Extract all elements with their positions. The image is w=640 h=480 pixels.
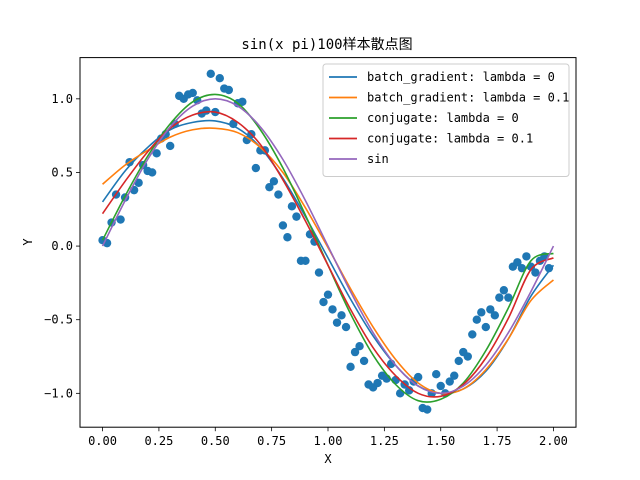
scatter-point [499,286,509,295]
scatter-point [432,369,441,379]
scatter-point [283,233,292,242]
scatter-point [292,212,301,221]
scatter-point [544,263,554,273]
scatter-point [251,163,261,173]
series-line-3 [101,110,554,398]
scatter-point [202,106,211,115]
scatter-point [265,182,274,192]
scatter-point [423,405,432,414]
scatter-point [373,378,382,388]
y-tick-label: 1.0 [51,92,73,106]
scatter-point [472,315,481,324]
scatter-point [319,297,328,307]
scatter-point [328,305,337,314]
scatter-point [490,311,500,320]
x-tick-label: 1.75 [483,434,512,448]
y-tick-label: −0.5 [44,313,73,327]
x-tick-label: 0.75 [257,434,286,448]
scatter-point [504,293,513,302]
scatter-point [413,372,423,382]
x-axis-label: X [324,452,332,466]
scatter-point [238,97,247,106]
scatter-point [301,256,310,266]
scatter-point [404,386,414,395]
scatter-point [215,74,224,83]
scatter-point [522,252,531,261]
x-tick-label: 0.25 [144,434,173,448]
series-line-4 [101,98,555,395]
legend-entry: conjugate: lambda = 0 [367,111,519,125]
scatter-point [206,69,215,78]
y-tick-label: 0.0 [51,239,73,253]
scatter-point [495,293,504,302]
scatter-point [165,141,175,151]
scatter-point [468,330,477,339]
scatter-point [463,352,472,361]
y-tick-label: 0.5 [51,165,73,179]
scatter-point [477,308,486,317]
scatter-point [314,268,324,277]
scatter-point [355,342,364,351]
y-tick-label: −1.0 [44,386,73,400]
x-tick-label: 0.00 [88,434,117,448]
scatter-point [224,85,233,95]
scatter-point [147,168,157,177]
scatter-point [341,322,351,332]
scatter-point [391,375,400,385]
scatter-point [229,119,238,129]
y-axis-label: Y [21,238,35,246]
y-axis: −1.0 −0.5 0.0 0.5 1.0 [44,92,80,400]
scatter-point [531,268,540,277]
x-tick-label: 1.50 [426,434,455,448]
legend-entry: batch_gradient: lambda = 0.1 [367,91,569,105]
x-tick-label: 1.00 [314,434,343,448]
x-tick-label: 0.50 [201,434,230,448]
scatter-point [454,356,463,366]
scatter-point [395,389,405,398]
legend-entry: conjugate: lambda = 0.1 [367,132,533,146]
legend-entry: sin [367,152,389,166]
scatter-point [116,215,125,224]
scatter-point [287,202,297,211]
scatter-point [152,149,161,158]
scatter-point [323,290,333,299]
scatter-point [269,177,279,186]
plot-area [98,69,555,414]
scatter-point [517,263,527,273]
x-tick-label: 2.00 [539,434,568,448]
x-axis: 0.00 0.25 0.50 0.75 1.00 1.25 1.50 1.75 2.00 [88,427,568,448]
scatter-point [450,371,459,380]
scatter-point [346,362,355,372]
scatter-point [513,258,522,267]
scatter-point [337,311,346,320]
scatter-point [445,377,454,386]
series-line-0 [101,119,555,395]
scatter-point [188,88,197,98]
scatter-point [359,356,369,366]
scatter-point [274,190,283,199]
scatter-point [332,318,342,327]
legend-box [322,63,570,177]
scatter-point [350,347,360,357]
legend: batch_gradient: lambda = 0 batch_gradient… [322,63,570,177]
legend-entry: batch_gradient: lambda = 0 [367,70,555,84]
chart-title: sin(x pi)100样本散点图 [241,37,412,53]
scatter-point [481,322,491,332]
scatter-point [486,305,495,314]
scatter-point [278,221,288,230]
x-tick-label: 1.25 [370,434,399,448]
scatter-point [436,381,445,391]
